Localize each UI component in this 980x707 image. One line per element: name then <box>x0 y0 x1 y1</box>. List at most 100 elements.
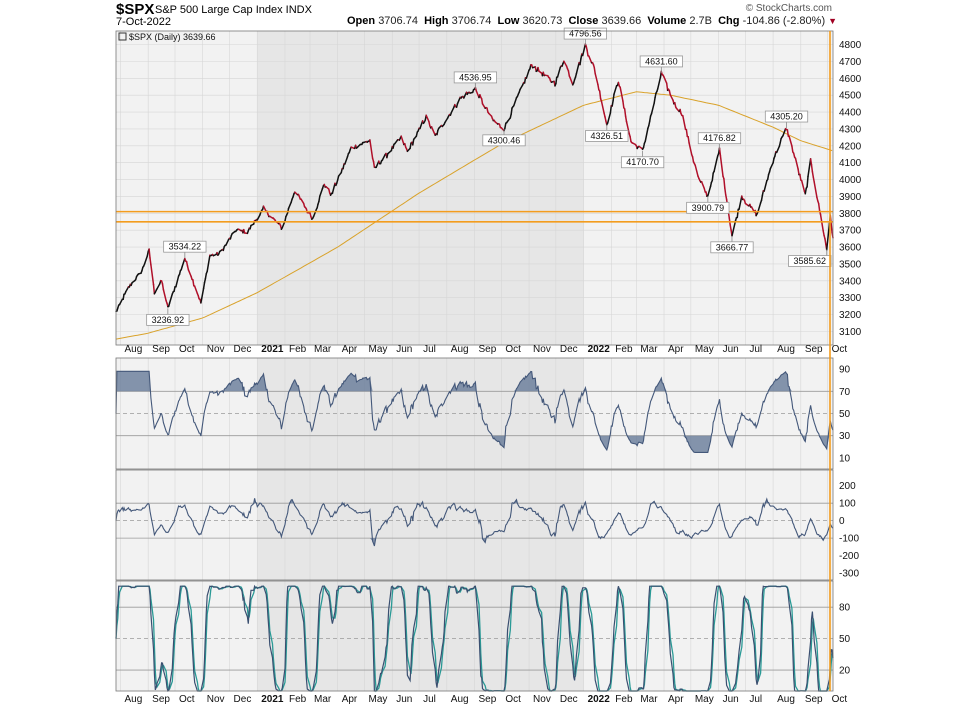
price-segment-down <box>665 82 669 92</box>
price-segment-down <box>563 60 568 67</box>
price-segment-down <box>262 205 267 213</box>
price-segment-down <box>598 90 602 100</box>
x-tick-label: Oct <box>505 694 521 705</box>
price-segment-down <box>724 193 728 201</box>
price-segment-down <box>812 176 815 183</box>
price-segment-up <box>644 127 649 142</box>
annotation-box <box>620 156 665 169</box>
axes-layer: $SPX (Daily) 3639.66 3100 3200 3300 3400 3500… <box>115 30 862 705</box>
annotation-box <box>563 27 607 40</box>
annotation-box <box>639 55 683 68</box>
price-segment-down <box>723 177 726 189</box>
price-segment-up <box>782 127 787 137</box>
price-segment-down <box>593 66 596 75</box>
y-tick-label: 3500 <box>839 259 862 270</box>
price-segment-down <box>694 164 699 177</box>
price-segment-up <box>143 255 149 265</box>
x-tick-label: Sep <box>479 344 497 355</box>
price-segment-down <box>161 283 165 291</box>
price-segment-up <box>804 187 807 195</box>
open-label: Open <box>347 15 376 27</box>
price-segment-up <box>825 223 831 251</box>
price-segment-down <box>799 173 802 181</box>
price-segment-up <box>653 96 656 104</box>
price-segment-down <box>688 142 693 156</box>
price-segment-up <box>556 66 562 78</box>
price-segment-down <box>372 160 376 168</box>
price-segment-down <box>811 170 815 178</box>
x-tick-label: Jul <box>423 694 436 705</box>
annotation-box <box>697 132 742 145</box>
price-segment-up <box>807 158 812 178</box>
x-tick-label: Jul <box>423 344 436 355</box>
chg-value: -104.86 (-2.80%) <box>742 15 826 27</box>
price-segment-up <box>757 202 762 213</box>
price-segment-up <box>394 139 399 145</box>
price-segment-down <box>625 120 630 135</box>
price-segment-down <box>431 128 436 136</box>
y-tick-label: 30 <box>839 431 851 442</box>
price-segment-up <box>146 250 149 257</box>
price-segment-up <box>168 293 174 304</box>
annotation-label: 3585.62 <box>794 256 827 266</box>
x-tick-label: Feb <box>289 344 307 355</box>
x-tick-label: Feb <box>615 344 633 355</box>
x-tick-label: Feb <box>615 694 633 705</box>
annotation-box <box>710 241 754 254</box>
price-segment-up <box>202 281 206 290</box>
y-tick-label: 4100 <box>839 158 862 169</box>
price-segment-up <box>318 195 321 203</box>
x-tick-label: Nov <box>533 694 551 705</box>
x-tick-label: May <box>695 344 714 355</box>
annotation-label: 3900.79 <box>692 203 725 213</box>
price-segment-up <box>122 293 125 300</box>
rsi-oversold-fill <box>116 435 833 453</box>
price-segment-up <box>256 214 261 221</box>
price-segment-down <box>791 145 794 153</box>
price-segment-down <box>800 179 806 192</box>
x-tick-label: Oct <box>505 344 521 355</box>
y-tick-label: 3200 <box>839 310 862 321</box>
y-tick-label: 4500 <box>839 91 862 102</box>
volume-value: 2.7B <box>689 15 712 27</box>
x-tick-label: Aug <box>124 694 142 705</box>
price-segment-down <box>813 181 818 199</box>
price-segment-down <box>788 135 793 147</box>
low-value: 3620.73 <box>522 15 563 27</box>
price-segment-down <box>830 223 833 234</box>
index-name: S&P 500 Large Cap Index INDX <box>155 4 312 16</box>
y-tick-label: 3100 <box>839 327 862 338</box>
ohlc-readout: Open 3706.74 High 3706.74 Low 3620.73 Cl… <box>347 15 837 27</box>
x-tick-label: May <box>369 344 388 355</box>
price-segment-down <box>594 72 599 86</box>
price-segment-up <box>763 180 768 192</box>
x-tick-label: Mar <box>640 344 658 355</box>
rsi-overbought-fill <box>116 371 833 392</box>
symbol-label: $SPX <box>116 1 155 18</box>
price-segment-up <box>523 77 527 84</box>
x-tick-label: Sep <box>152 344 170 355</box>
annotation-label: 4536.95 <box>459 72 492 82</box>
price-segment-up <box>456 96 461 105</box>
x-tick-label: Apr <box>668 694 684 705</box>
y-tick-label: 70 <box>839 387 851 398</box>
price-segment-down <box>187 269 192 278</box>
x-tick-label: Oct <box>832 344 848 355</box>
volume-label: Volume <box>647 15 687 27</box>
annotation-box <box>686 201 730 214</box>
price-segment-down <box>809 158 813 166</box>
x-tick-label: Aug <box>451 694 469 705</box>
price-segment-up <box>806 175 809 188</box>
x-tick-label: May <box>369 694 388 705</box>
price-segment-up <box>504 122 507 129</box>
annotations-layer: 3534.22 3236.92 4536.95 4300.46 4796.56 4326.… <box>146 27 832 326</box>
price-segment-up <box>225 238 230 246</box>
x-tick-label: Dec <box>560 694 578 705</box>
price-segment-down <box>567 70 571 77</box>
price-segment-down <box>148 248 151 259</box>
chg-label: Chg <box>718 15 740 27</box>
price-segment-down <box>152 283 156 295</box>
down-triangle-icon: ▼ <box>828 16 838 26</box>
price-segment-down <box>588 55 593 64</box>
